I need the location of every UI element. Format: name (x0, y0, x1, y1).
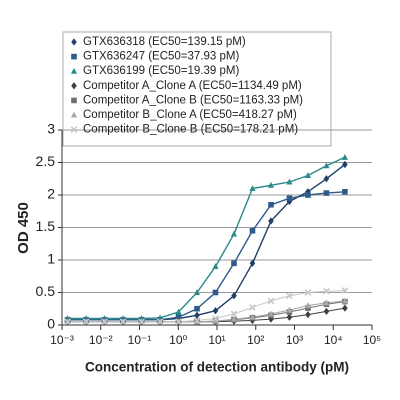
x-tick-label: 10⁴ (324, 333, 343, 347)
y-axis-label: OD 450 (15, 202, 32, 254)
data-point (268, 201, 274, 208)
x-tick-label: 10⁻³ (50, 333, 74, 347)
y-tick-label: 3 (47, 121, 55, 137)
legend-label: GTX636318 (EC50=139.15 pM) (83, 36, 246, 48)
data-point (323, 307, 330, 315)
data-point (323, 287, 330, 295)
data-point (268, 217, 274, 225)
data-point (267, 297, 275, 305)
legend-marker (70, 67, 78, 74)
x-tick-label: 10² (247, 333, 264, 347)
data-point (286, 197, 293, 206)
y-tick-label: 0 (47, 316, 55, 332)
legend-marker (71, 53, 77, 60)
data-point (212, 289, 219, 296)
data-point (249, 304, 256, 311)
data-point (267, 181, 275, 188)
data-point (231, 260, 237, 267)
data-point (323, 162, 330, 169)
data-point (305, 305, 311, 311)
data-point (138, 318, 145, 326)
data-point (119, 318, 127, 326)
data-point (64, 318, 71, 326)
data-point (193, 289, 201, 296)
data-point (231, 292, 237, 300)
y-tick-label: 0.5 (36, 283, 56, 299)
data-point (286, 195, 293, 202)
data-point (212, 263, 219, 270)
data-point (212, 307, 219, 315)
data-point (304, 289, 312, 296)
data-point (341, 153, 348, 160)
data-point (249, 259, 256, 267)
data-point (342, 304, 348, 312)
data-point (212, 317, 219, 324)
data-point (249, 227, 256, 234)
data-point (323, 299, 330, 306)
data-point (194, 305, 200, 312)
data-point (175, 308, 182, 315)
data-point (286, 178, 293, 185)
fit-line (67, 156, 346, 320)
data-point (193, 317, 201, 324)
data-point (286, 306, 293, 313)
data-point (341, 297, 348, 304)
x-tick-label: 10⁵ (363, 333, 381, 347)
legend-box (62, 31, 332, 147)
legend-label: GTX636247 (EC50=37.93 pM) (83, 51, 239, 63)
fit-line (67, 191, 345, 321)
data-point (82, 318, 90, 326)
y-tick-label: 1.5 (36, 218, 56, 234)
data-point (175, 314, 182, 320)
data-point (249, 185, 256, 192)
data-point (212, 315, 219, 322)
y-tick-label: 1 (47, 251, 55, 267)
legend-label: Competitor A_Clone B (EC50=1163.33 pM) (83, 94, 303, 106)
data-point (323, 190, 330, 196)
legend-marker (70, 111, 78, 118)
fit-line (67, 290, 345, 323)
data-point (267, 310, 275, 317)
data-point (230, 230, 238, 237)
data-point (342, 188, 348, 195)
x-tick-label: 10³ (286, 333, 303, 347)
data-point (156, 318, 164, 326)
x-tick-label: 10⁻² (89, 333, 113, 347)
data-point (323, 175, 330, 183)
data-point (175, 318, 182, 326)
data-point (249, 313, 256, 320)
legend-label: Competitor B_Clone B (EC50=178.21 pM) (83, 124, 298, 136)
data-point (305, 192, 311, 198)
y-tick-label: 2.5 (36, 153, 56, 169)
legend-marker (71, 82, 77, 90)
legend-marker (70, 126, 78, 133)
data-point (230, 315, 238, 322)
x-tick-label: 10⁻¹ (128, 333, 152, 347)
data-point (342, 160, 348, 169)
legend-marker (71, 38, 77, 46)
legend-label: Competitor A_Clone A (EC50=1134.49 pM) (83, 80, 302, 92)
legend-label: GTX636199 (EC50=19.39 pM) (83, 65, 239, 77)
data-point (286, 313, 293, 321)
data-point (305, 188, 311, 196)
legend-label: Competitor B_Clone A (EC50=418.27 pM) (83, 109, 297, 121)
data-point (304, 302, 312, 309)
data-point (156, 314, 164, 321)
legend-marker (71, 97, 77, 104)
y-tick-label: 2 (47, 186, 55, 202)
data-point (305, 310, 311, 319)
fit-line (67, 163, 346, 321)
data-point (230, 310, 238, 318)
data-point (101, 318, 108, 326)
data-point (304, 172, 312, 179)
x-tick-label: 10⁰ (169, 333, 187, 347)
data-point (341, 287, 349, 294)
data-point (286, 292, 293, 300)
x-tick-label: 10¹ (208, 333, 225, 347)
x-axis-label: Concentration of detection antibody (pM) (85, 360, 349, 375)
data-point (194, 311, 200, 319)
